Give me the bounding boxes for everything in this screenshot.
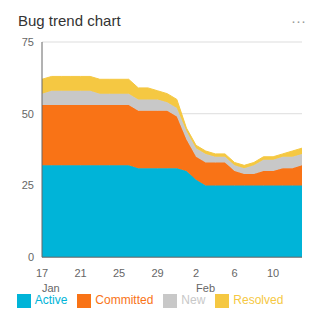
svg-text:21: 21	[74, 267, 86, 279]
html-text:Resolved: Resolved	[233, 293, 284, 308]
svg-text:10: 10	[267, 267, 279, 279]
svg-text:2: 2	[193, 267, 199, 279]
svg-text:6: 6	[232, 267, 238, 279]
svg-text:0: 0	[28, 251, 34, 263]
html-text:Committed: Committed	[95, 293, 154, 308]
svg-text:Jan: Jan	[42, 282, 60, 294]
svg-text:50: 50	[22, 108, 34, 120]
html-text:Active: Active	[34, 293, 68, 308]
html-text:Bug trend chart: Bug trend chart	[18, 12, 121, 29]
svg-text:Feb: Feb	[196, 282, 215, 294]
svg-text:17: 17	[36, 267, 48, 279]
svg-text:75: 75	[22, 36, 34, 48]
html-text:New: New	[181, 293, 206, 308]
svg-text:29: 29	[151, 267, 163, 279]
svg-text:25: 25	[113, 267, 125, 279]
svg-text:25: 25	[22, 179, 34, 191]
